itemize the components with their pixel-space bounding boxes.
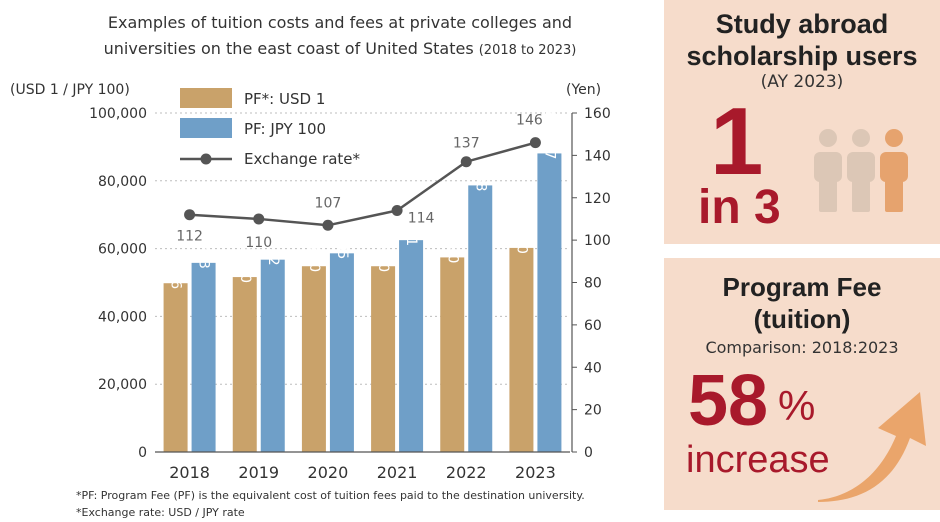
bar <box>468 185 493 452</box>
legend-label-rate: Exchange rate* <box>244 150 361 168</box>
program-fee-title-line2: (tuition) <box>753 304 851 334</box>
exchange-rate-line: 112 110 107 114 137 146 <box>176 113 543 251</box>
gridlines <box>155 112 570 385</box>
y-right-tick-label: 40 <box>584 360 602 376</box>
y-left-tick-label: 40,000 <box>98 309 147 325</box>
bar <box>260 259 285 452</box>
bar <box>537 153 562 452</box>
y-right-tick-label: 60 <box>584 318 602 334</box>
y-right-tick-label: 0 <box>584 445 593 461</box>
chart-title: Examples of tuition costs and fees at pr… <box>104 13 577 58</box>
bar <box>301 266 326 452</box>
bar-value-label: 88,077 <box>541 110 557 159</box>
exchange-rate-point <box>322 219 334 231</box>
exchange-rate-polyline <box>189 141 536 227</box>
x-tick-label: 2019 <box>238 463 279 482</box>
x-tick-label: 2023 <box>515 463 556 482</box>
y-right-tick-label: 160 <box>584 106 611 122</box>
person-icon-muted-2 <box>847 129 875 212</box>
exchange-rate-label: 107 <box>315 195 342 211</box>
bar-value-label: 54,800 <box>375 223 391 272</box>
y-right-tick-label: 20 <box>584 403 602 419</box>
exchange-rate-label: 114 <box>408 210 435 226</box>
footnote-pf: *PF: Program Fee (PF) is the equivalent … <box>76 489 585 502</box>
scholarship-big-number: 1 <box>710 88 764 195</box>
exchange-rate-point <box>184 209 196 221</box>
bar <box>440 257 465 452</box>
exchange-rate-point <box>253 213 265 225</box>
bar-value-label: 51,600 <box>237 234 253 283</box>
scholarship-subtitle: (AY 2023) <box>760 72 844 92</box>
bar <box>509 247 534 452</box>
legend-marker-rate <box>200 153 212 165</box>
exchange-rate-point <box>460 156 472 168</box>
legend-swatch-jpy <box>180 118 232 138</box>
scholarship-ratio-text: in 3 <box>698 181 781 234</box>
program-fee-title-line1: Program Fee <box>722 272 882 302</box>
program-fee-subtitle: Comparison: 2018:2023 <box>705 338 899 357</box>
y-left-tick-label: 0 <box>138 445 147 461</box>
bar <box>163 283 188 452</box>
y-right-tick-label: 80 <box>584 276 602 292</box>
legend-swatch-usd <box>180 88 232 108</box>
x-tick-label: 2020 <box>308 463 349 482</box>
axes: 0 20,000 40,000 60,000 80,000 100,000 0 20 40 60 8… <box>10 82 611 482</box>
y-left-tick-label: 100,000 <box>89 106 147 122</box>
chart-title-line1: Examples of tuition costs and fees at pr… <box>108 13 572 32</box>
person-icon-highlight <box>880 129 908 212</box>
y-right-tick-label: 140 <box>584 148 611 164</box>
bars: 49,786 55,793 51,600 56,732 54,800 58,605 54,8… <box>163 110 562 452</box>
exchange-rate-label: 146 <box>516 113 543 129</box>
exchange-rate-label: 110 <box>245 235 272 251</box>
x-tick-label: 2021 <box>377 463 418 482</box>
legend-label-usd: PF*: USD 1 <box>244 90 325 108</box>
bar-value-label: 56,732 <box>265 217 281 266</box>
bar <box>329 253 354 452</box>
bar <box>232 277 257 452</box>
bar <box>371 266 396 452</box>
exchange-rate-point <box>391 204 403 216</box>
legend: PF*: USD 1 PF: JPY 100 Exchange rate* <box>180 88 361 168</box>
bar-value-label: 60,200 <box>513 205 529 254</box>
y-right-axis-label: (Yen) <box>566 82 601 98</box>
footnote-exchange-rate: *Exchange rate: USD / JPY rate <box>76 506 245 519</box>
scholarship-title-line2: scholarship users <box>686 41 918 71</box>
chart-title-suffix: (2018 to 2023) <box>479 43 577 58</box>
exchange-rate-point <box>529 137 541 149</box>
y-right-tick-label: 100 <box>584 233 611 249</box>
bar <box>191 262 216 452</box>
y-left-tick-label: 60,000 <box>98 242 147 258</box>
person-icon-muted-1 <box>814 129 842 212</box>
bar-value-label: 78,638 <box>472 142 488 191</box>
x-tick-label: 2022 <box>446 463 487 482</box>
bar-value-label: 55,793 <box>196 220 212 269</box>
bar <box>399 240 424 452</box>
program-fee-panel: Program Fee (tuition) Comparison: 2018:2… <box>664 258 940 510</box>
y-right-tick-label: 120 <box>584 191 611 207</box>
y-left-tick-label: 80,000 <box>98 174 147 190</box>
chart-title-line2: universities on the east coast of United… <box>104 39 577 58</box>
bar-value-label: 49,786 <box>168 240 184 289</box>
bar-value-label: 58,605 <box>334 210 350 259</box>
three-people-icon <box>814 129 908 212</box>
y-left-tick-label: 20,000 <box>98 377 147 393</box>
scholarship-panel: Study abroad scholarship users (AY 2023)… <box>664 0 940 244</box>
bar-value-label: 62,491 <box>403 197 419 246</box>
bar-value-label: 57,400 <box>444 214 460 263</box>
x-tick-label: 2018 <box>169 463 210 482</box>
exchange-rate-label: 112 <box>176 229 203 245</box>
up-arrow-icon <box>818 392 926 502</box>
chart-title-main: universities on the east coast of United… <box>104 39 479 58</box>
bar-value-label: 54,800 <box>306 223 322 272</box>
exchange-rate-label: 137 <box>453 136 480 152</box>
scholarship-title-line1: Study abroad <box>715 9 889 39</box>
program-fee-caption: increase <box>686 439 830 481</box>
program-fee-percent-sign: % <box>778 382 816 429</box>
y-left-axis-label: (USD 1 / JPY 100) <box>10 82 130 98</box>
program-fee-big-number: 58 <box>688 361 769 441</box>
legend-label-jpy: PF: JPY 100 <box>244 120 326 138</box>
